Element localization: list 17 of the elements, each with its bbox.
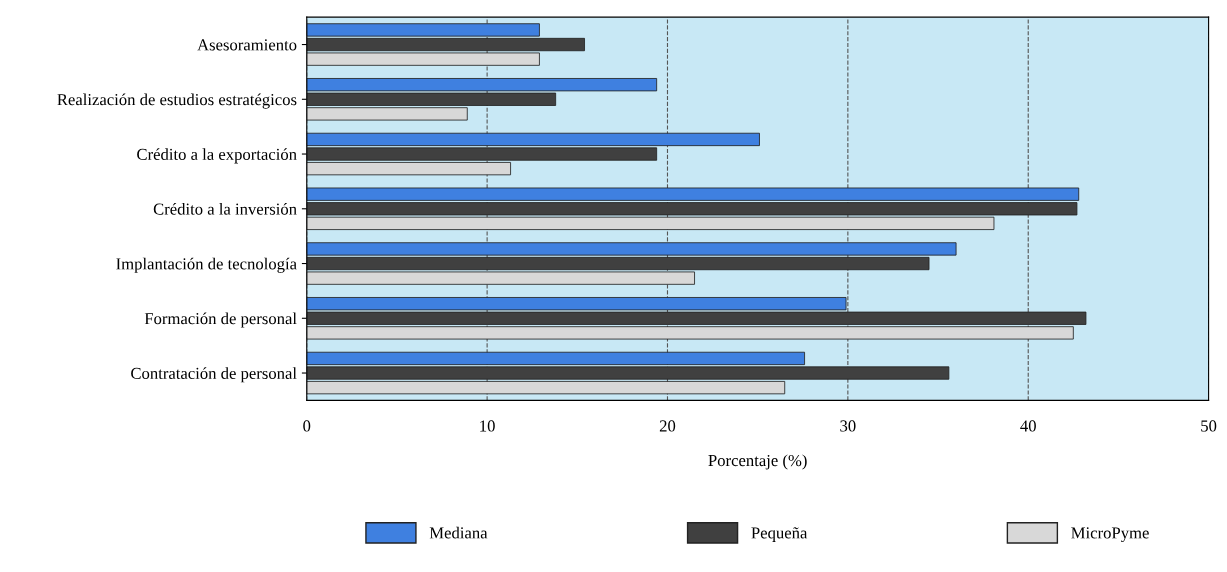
y-tick-label: Crédito a la exportación: [137, 148, 297, 164]
y-tick-label: Asesoramiento: [197, 39, 297, 51]
x-axis-title: Porcentaje (%): [708, 454, 807, 470]
y-tick-label: Implantación de tecnología: [116, 257, 297, 273]
y-tick-label: Realización de estudios estratégicos: [57, 93, 297, 109]
legend-label: Mediana: [429, 526, 488, 539]
x-tick-label: 0: [303, 420, 311, 432]
x-tick-label: 10: [480, 420, 495, 432]
y-tick-label: Formación de personal: [144, 312, 297, 328]
x-tick-label: 20: [659, 420, 676, 432]
legend-label: Pequeña: [751, 527, 808, 542]
y-tick-label: Contratación de personal: [131, 367, 297, 383]
y-tick-label: Crédito a la inversión: [153, 202, 297, 215]
legend-label: MicroPyme: [1071, 527, 1149, 542]
x-tick-label: 30: [840, 420, 856, 432]
x-tick-label: 50: [1201, 420, 1217, 432]
x-tick-label: 40: [1020, 420, 1036, 432]
